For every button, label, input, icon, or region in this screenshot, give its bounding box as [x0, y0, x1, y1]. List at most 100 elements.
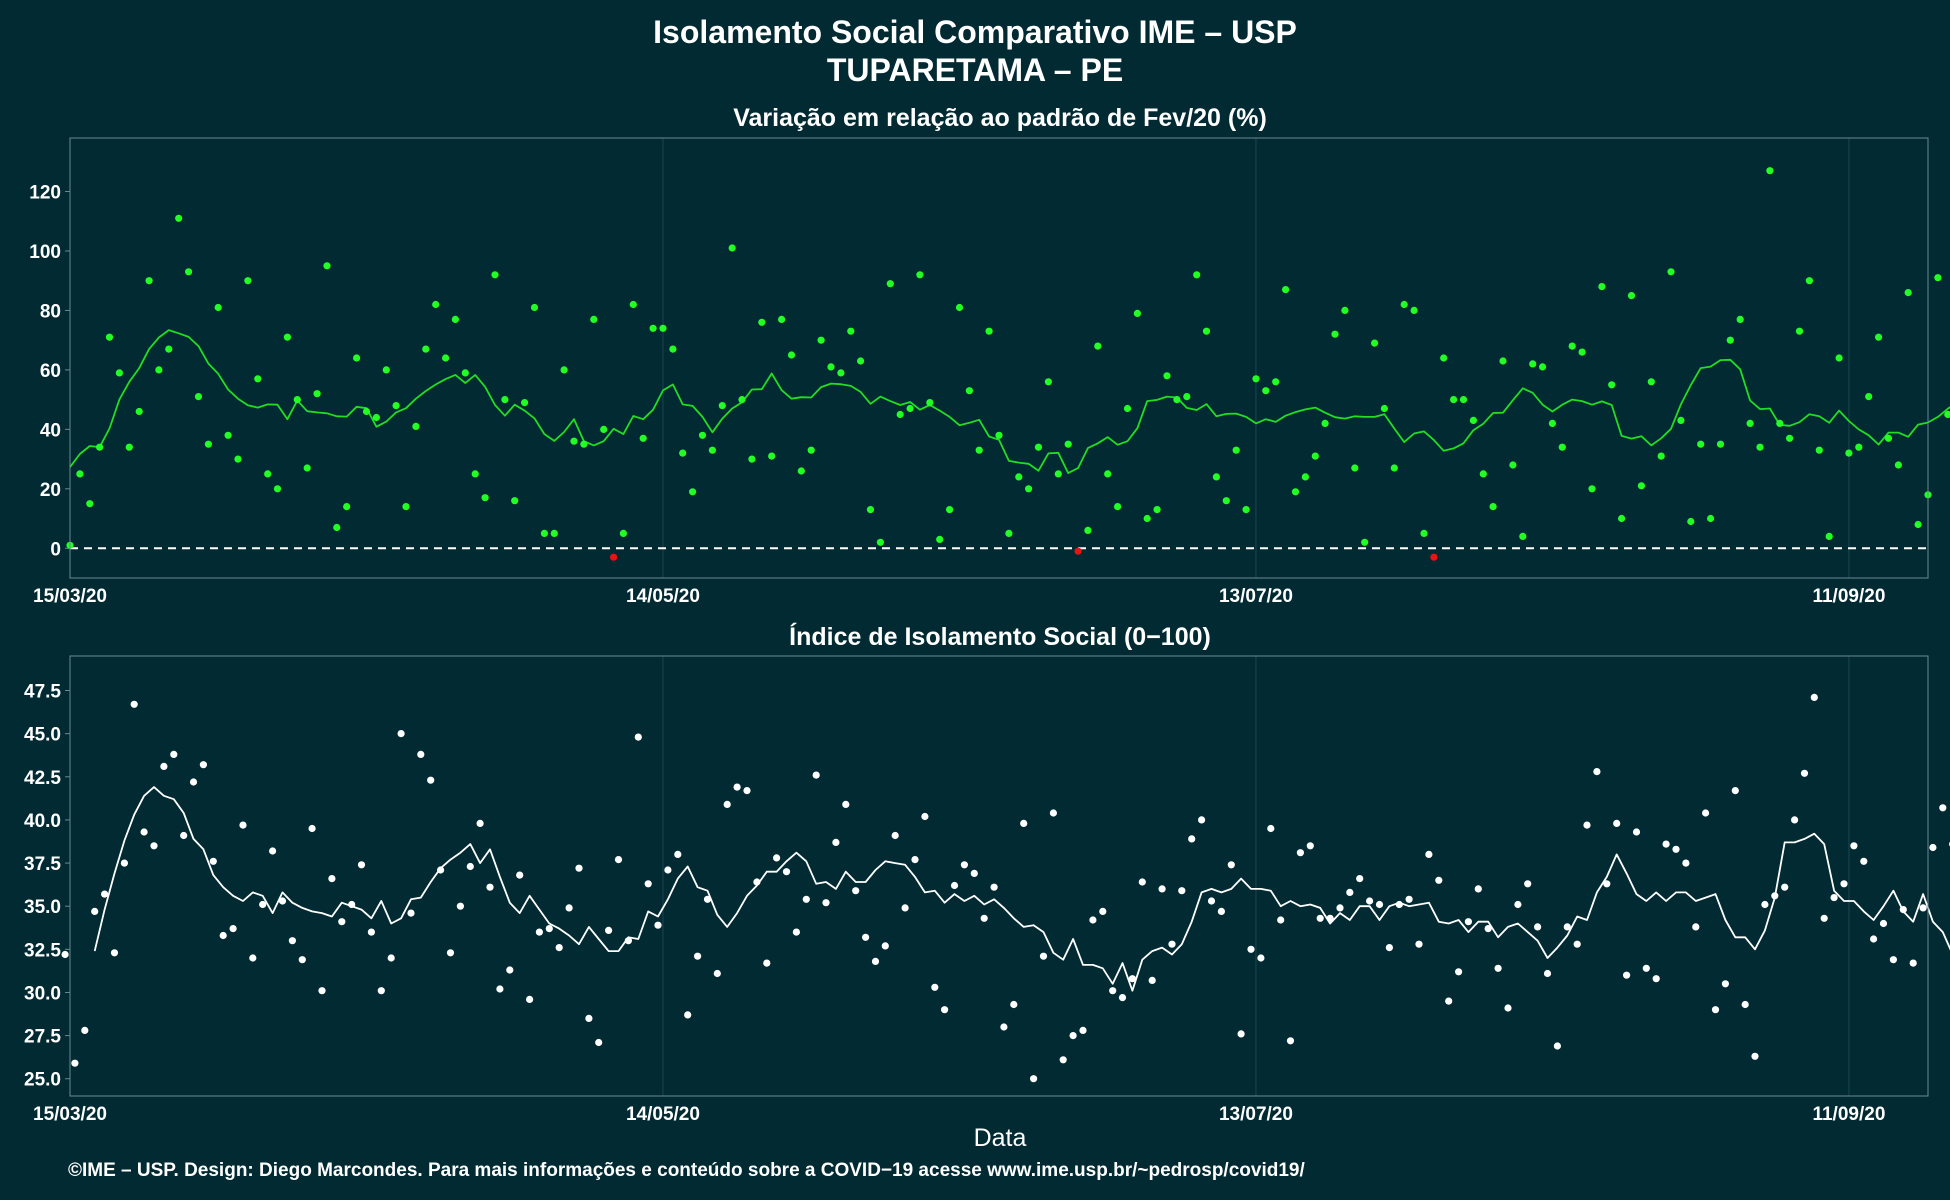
variation-data-point	[530, 303, 539, 312]
index-data-point	[1247, 945, 1255, 953]
index-data-point	[338, 918, 346, 926]
index-data-point	[1148, 976, 1156, 985]
variation-data-point	[619, 529, 628, 538]
index-data-point	[1751, 1052, 1759, 1060]
index-data-point	[1010, 1000, 1018, 1009]
variation-data-point	[1311, 452, 1319, 460]
variation-data-point	[273, 485, 282, 493]
index-data-point	[1652, 975, 1660, 983]
index-data-point	[1870, 935, 1878, 943]
variation-data-point	[76, 470, 84, 478]
variation-data-point	[1608, 381, 1616, 389]
index-data-point	[1711, 1006, 1720, 1014]
index-data-point	[1919, 904, 1927, 912]
variation-data-point	[214, 303, 222, 312]
variation-data-point	[1015, 473, 1023, 481]
variation-data-point	[372, 413, 380, 422]
variation-data-point	[1469, 416, 1477, 424]
variation-y-tick-label: 80	[40, 301, 61, 322]
index-data-point	[180, 831, 188, 840]
variation-data-point	[1380, 404, 1388, 413]
variation-data-point	[540, 529, 549, 538]
index-data-point	[1306, 842, 1314, 850]
variation-data-point	[1637, 482, 1645, 490]
index-data-point	[1879, 919, 1888, 928]
variation-data-point	[1855, 443, 1863, 451]
index-data-point	[407, 909, 415, 917]
index-data-point	[555, 944, 563, 952]
index-moving-average-line	[93, 786, 1950, 992]
variation-data-point	[1084, 526, 1092, 535]
index-data-point	[1049, 809, 1057, 817]
variation-data-point	[1736, 315, 1744, 323]
index-x-tick-label: 14/05/20	[626, 1104, 700, 1125]
variation-data-point	[1173, 396, 1181, 404]
variation-data-point	[323, 262, 331, 270]
index-data-point	[1909, 959, 1917, 967]
index-data-point	[239, 821, 247, 829]
index-data-point	[1613, 819, 1621, 828]
index-data-point	[249, 954, 257, 962]
index-data-point	[1138, 878, 1146, 886]
variation-data-point	[1884, 434, 1893, 442]
variation-data-point	[254, 375, 262, 383]
variation-data-point	[1202, 327, 1211, 335]
index-data-point	[1356, 875, 1364, 883]
variation-panel-title: Variação em relação ao padrão de Fev/20 …	[733, 104, 1267, 132]
index-data-point	[1089, 916, 1097, 924]
variation-data-point	[728, 244, 736, 252]
variation-data-point	[1094, 342, 1102, 350]
index-data-point	[229, 925, 237, 933]
index-data-point	[832, 838, 840, 847]
index-data-point	[130, 700, 138, 708]
variation-y-tick-label: 0	[50, 539, 61, 560]
index-data-point	[1099, 907, 1107, 916]
index-data-point	[259, 900, 267, 909]
variation-data-point	[105, 333, 114, 341]
variation-data-point	[669, 345, 677, 353]
index-data-point	[1326, 914, 1334, 922]
index-panel-title: Índice de Isolamento Social (0−100)	[789, 622, 1211, 651]
index-data-point	[614, 856, 623, 864]
index-data-point	[189, 778, 198, 786]
variation-data-point	[698, 431, 707, 439]
variation-data-point	[303, 464, 311, 472]
variation-data-point	[817, 336, 825, 344]
index-data-point	[328, 875, 336, 883]
variation-data-point	[1341, 306, 1349, 314]
variation-y-tick-label: 120	[29, 183, 61, 204]
variation-data-point	[125, 443, 133, 451]
index-data-point	[1791, 816, 1799, 824]
variation-data-point	[1529, 360, 1537, 368]
index-data-point	[1741, 1000, 1749, 1009]
variation-data-point	[876, 538, 885, 546]
index-data-point	[1395, 900, 1403, 909]
index-data-point	[901, 904, 909, 912]
index-data-point	[862, 933, 870, 941]
index-data-point	[664, 866, 672, 874]
variation-y-tick-label: 100	[29, 242, 61, 263]
index-data-point	[535, 928, 544, 936]
variation-y-tick-label: 20	[40, 480, 61, 501]
index-data-point	[1257, 954, 1265, 962]
index-data-point	[1850, 842, 1858, 850]
index-data-point	[1267, 824, 1275, 833]
variation-data-point	[1875, 333, 1883, 341]
variation-moving-average-line	[69, 329, 1950, 474]
index-data-point	[575, 864, 583, 872]
index-data-point	[822, 899, 830, 907]
index-data-point	[1286, 1037, 1295, 1045]
index-y-tick-label: 25.0	[24, 1070, 61, 1091]
index-data-point	[1623, 971, 1631, 979]
index-data-point	[417, 750, 425, 759]
variation-data-point	[1716, 440, 1725, 448]
index-data-point	[1079, 1026, 1087, 1034]
variation-data-point	[264, 470, 272, 478]
index-data-point	[1899, 906, 1907, 914]
variation-data-point	[1104, 470, 1112, 478]
index-data-point	[1682, 859, 1690, 867]
index-data-point	[1632, 828, 1641, 836]
variation-data-point	[1272, 378, 1280, 386]
index-data-point	[1524, 880, 1532, 888]
variation-data-point	[1252, 375, 1260, 383]
